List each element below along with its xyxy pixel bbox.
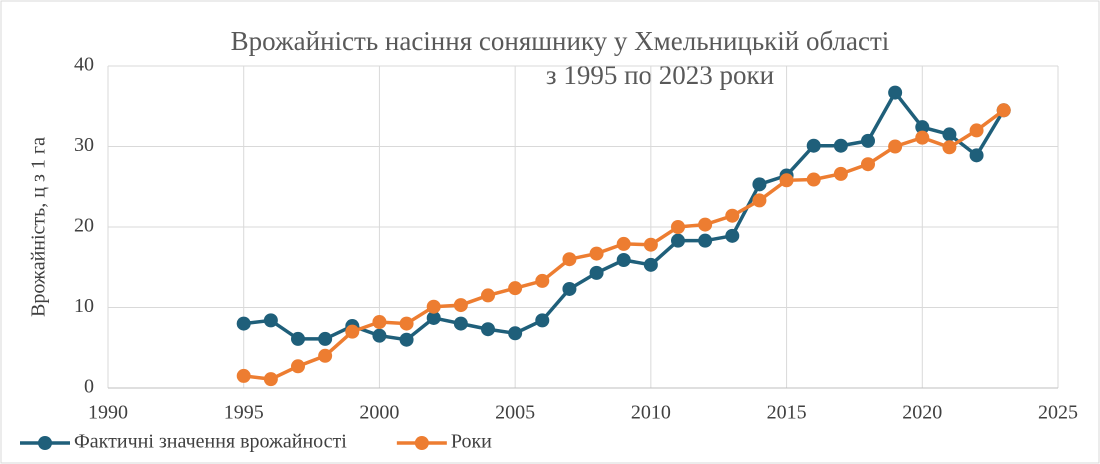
data-point — [481, 288, 495, 303]
data-point — [969, 148, 984, 163]
data-point — [861, 133, 875, 148]
data-point — [453, 316, 468, 331]
data-point — [725, 208, 740, 223]
data-point — [915, 130, 930, 145]
y-tick-label: 40 — [74, 54, 94, 76]
data-point — [752, 193, 767, 208]
data-point — [291, 331, 305, 346]
data-point — [562, 252, 577, 267]
data-point — [806, 172, 821, 187]
data-point — [535, 313, 550, 328]
data-point — [372, 328, 387, 343]
data-point — [996, 103, 1011, 118]
data-point — [562, 281, 577, 296]
data-point — [779, 173, 794, 188]
data-point — [725, 228, 740, 243]
data-point — [806, 138, 821, 153]
data-point — [698, 217, 713, 232]
data-point — [291, 359, 305, 374]
data-point — [671, 233, 685, 248]
data-point — [888, 85, 903, 100]
legend-label: Фактичні значення врожайності — [74, 431, 347, 453]
x-tick-label: 1990 — [88, 402, 128, 424]
data-point — [481, 322, 495, 337]
chart-title: Врожайність насіння соняшнику у Хмельниц… — [231, 26, 890, 56]
x-tick-label: 2000 — [359, 402, 399, 424]
data-point — [915, 120, 930, 135]
data-point — [318, 331, 333, 346]
y-tick-label: 10 — [74, 295, 94, 317]
data-point — [698, 233, 713, 248]
data-point — [616, 236, 631, 251]
chart-subtitle: з 1995 по 2023 роки — [546, 60, 774, 90]
data-point — [942, 127, 957, 142]
y-tick-label: 30 — [74, 134, 94, 156]
data-point — [752, 177, 767, 192]
data-point — [643, 237, 658, 252]
x-tick-label: 2005 — [495, 402, 535, 424]
y-tick-label: 0 — [84, 376, 94, 398]
data-point — [263, 372, 278, 387]
data-point — [236, 368, 251, 383]
data-point — [372, 314, 387, 329]
data-point — [399, 316, 414, 331]
data-point — [643, 257, 658, 272]
data-point — [318, 348, 333, 363]
data-point — [535, 273, 550, 288]
data-point — [399, 332, 414, 347]
legend-marker — [38, 436, 52, 450]
data-point — [453, 298, 468, 313]
y-tick-label: 20 — [74, 215, 94, 237]
data-point — [833, 138, 848, 153]
data-point — [888, 139, 903, 154]
data-point — [589, 246, 604, 261]
data-point — [969, 123, 984, 138]
x-tick-label: 2020 — [902, 402, 942, 424]
x-tick-label: 1995 — [224, 402, 264, 424]
data-point — [263, 313, 278, 328]
x-tick-label: 2010 — [631, 402, 671, 424]
data-point — [508, 281, 523, 296]
data-point — [589, 265, 604, 280]
data-point — [508, 326, 523, 341]
data-point — [942, 140, 957, 155]
legend-label: Роки — [451, 431, 492, 453]
data-point — [861, 157, 875, 172]
y-axis-label: Врожайність, ц з 1 га — [28, 137, 50, 317]
x-tick-label: 2015 — [767, 402, 807, 424]
data-point — [426, 310, 441, 325]
data-point — [236, 316, 251, 331]
data-point — [833, 166, 848, 181]
legend-marker — [414, 436, 429, 450]
data-point — [426, 299, 441, 314]
data-point — [345, 324, 360, 339]
data-point — [616, 253, 631, 268]
x-tick-label: 2025 — [1038, 402, 1078, 424]
data-point — [671, 220, 685, 234]
